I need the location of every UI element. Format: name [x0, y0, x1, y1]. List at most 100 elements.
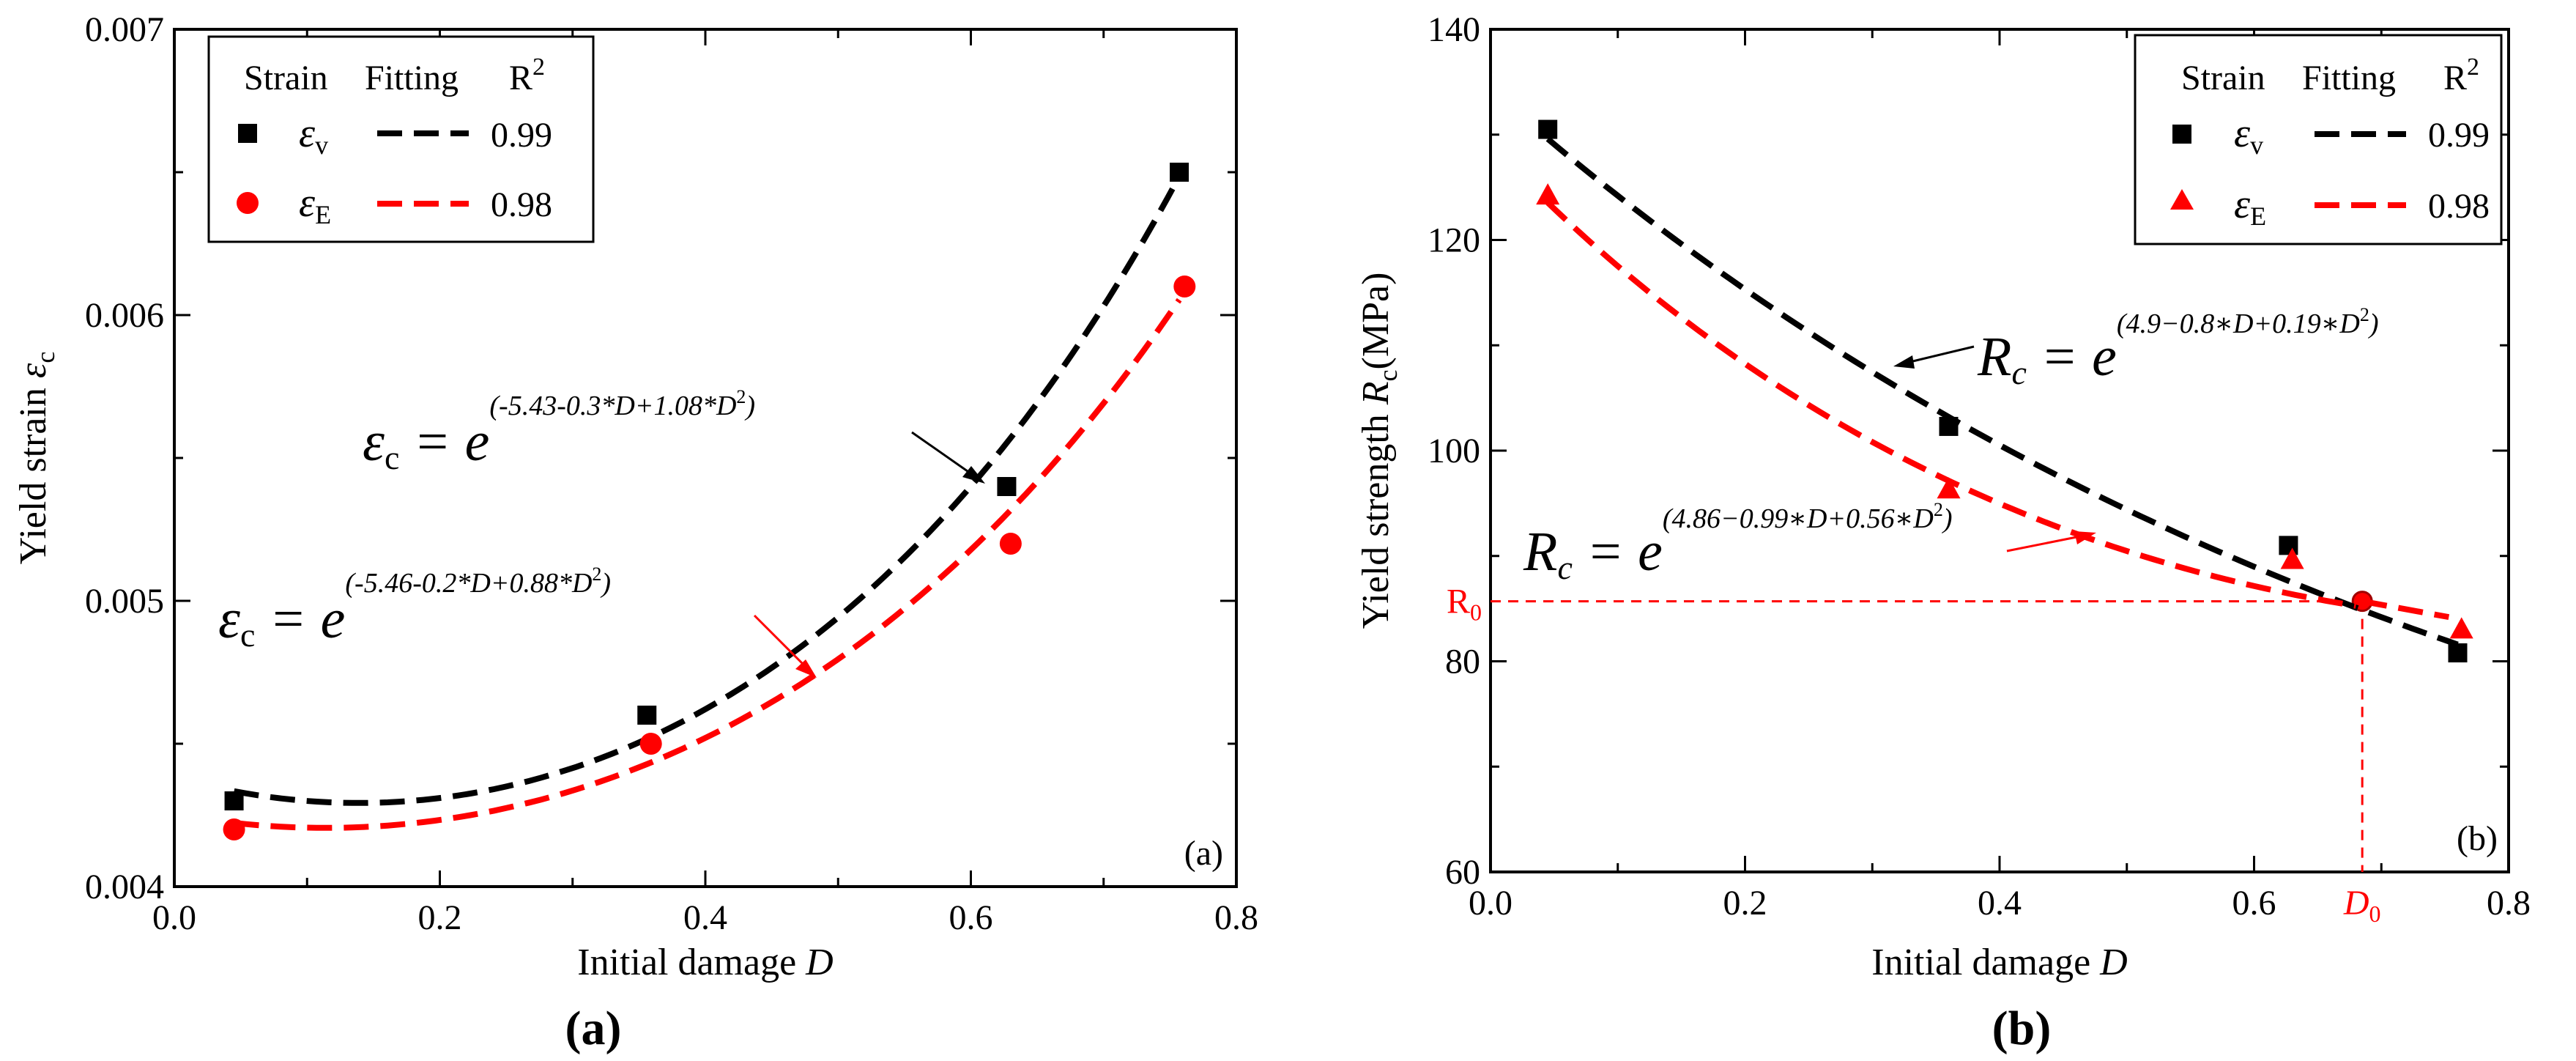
x-tick-label-b: 0.8: [2487, 884, 2531, 923]
eq1-arrowhead-b: [1893, 355, 1915, 369]
y-axis-label-var-a: ε: [12, 363, 54, 378]
eq1-exp-b: (4.9−0.8∗D+0.19∗D: [2117, 308, 2360, 339]
x-tick-label-b: 0.6: [2232, 884, 2276, 923]
legend-header-r-b: R: [2443, 59, 2467, 97]
eq2-arrow-b: [2006, 533, 2088, 552]
eq2-exp-sq-a: 2: [592, 563, 601, 585]
x-axis-label-text-a: Initial damage: [577, 942, 806, 983]
equation-ee-b: Rc = e(4.86−0.99∗D+0.56∗D2): [1523, 499, 1953, 586]
data-point-ee-a: [639, 733, 662, 755]
eq1-arrowhead-a: [962, 466, 985, 484]
r0-label-main: R: [1447, 583, 1470, 621]
fit-curves-a: [233, 174, 1182, 831]
x-tick-label-a: 0.0: [152, 898, 196, 937]
data-point-ee-b: [2280, 547, 2304, 569]
equation-ev-a: εc = e(-5.43-0.3*D+1.08*D2): [363, 386, 755, 476]
eq2-exp-sq-b: 2: [1934, 499, 1943, 520]
eq2-lhs-a: ε: [218, 588, 240, 650]
eq2-arrowhead-b: [2074, 531, 2096, 544]
legend-sym-ee-a: ε: [299, 180, 316, 226]
data-point-ee-b: [2449, 617, 2473, 639]
eq1-exp-close-b: ): [2368, 308, 2379, 339]
legend-r2-ev-b: 0.99: [2428, 116, 2490, 155]
x-tick-label-a: 0.8: [1214, 898, 1258, 937]
fit-curve-ee-tail-b: [2361, 598, 2450, 621]
y-tick-label-a: 0.004: [85, 868, 164, 906]
x-tick-label-a: 0.2: [418, 898, 462, 937]
eq2-exp-close-b: ): [1942, 503, 1953, 534]
panel-a: 0.0 0.2 0.4 0.6 0.8 0.004 0.005 0.006 0.007 Yiel…: [12, 10, 1258, 1055]
ticks-b: 0.0 0.2 0.4 0.6 0.8 60 80 100 120 140: [1428, 10, 2531, 923]
eq2-exp-b: (4.86−0.99∗D+0.56∗D: [1663, 503, 1934, 534]
legend-sym-ev-b: ε: [2234, 111, 2251, 156]
y-tick-label-b: 60: [1445, 853, 1480, 892]
legend-marker-ee-a: [237, 192, 259, 214]
eq2-arrowhead-a: [795, 659, 817, 678]
x-axis-label-var-b: D: [2099, 942, 2128, 983]
legend-sym-ee-b: ε: [2234, 182, 2251, 227]
data-point-ee-b: [1536, 183, 1560, 205]
eq1-exp-close-a: ): [744, 391, 755, 421]
eq1-exp-a: (-5.43-0.3*D+1.08*D: [489, 391, 736, 421]
legend-r2-ev-a: 0.99: [491, 116, 552, 155]
x-axis-label-b: Initial damage D: [1871, 942, 2127, 983]
y-axis-label-b: Yield strength Rc(MPa): [1355, 273, 1403, 629]
eq1-lhs-sub-b: c: [2011, 354, 2026, 391]
legend-sub-ev-a: v: [315, 130, 328, 160]
legend-header-a: Strain Fitting R2: [244, 53, 545, 97]
x-tick-label-b: 0.0: [1469, 884, 1512, 923]
legend-header-strain-b: Strain: [2181, 59, 2265, 97]
fit-curve-ee-b: [1545, 200, 2357, 609]
data-point-ev-a: [637, 706, 657, 725]
y-tick-label-a: 0.006: [85, 296, 164, 335]
y-tick-label-a: 0.005: [85, 582, 164, 621]
legend-header-fitting-a: Fitting: [365, 59, 459, 97]
legend-label-ee-a: εE: [299, 180, 331, 229]
y-axis-label-unit-b: (MPa): [1355, 273, 1397, 370]
y-axis-label-var-b: R: [1355, 381, 1397, 405]
legend-box-b: [2134, 34, 2503, 245]
data-point-ev-b: [2279, 536, 2298, 555]
legend-sub-ee-a: E: [315, 200, 331, 229]
legend-header-strain-a: Strain: [244, 59, 328, 97]
x-axis-label-var-a: D: [805, 942, 834, 983]
panel-label-b: (b): [2457, 819, 2498, 858]
fit-curve-ev-a: [233, 174, 1182, 806]
r0-label-sub: 0: [1470, 599, 1482, 626]
data-point-ev-b: [1939, 416, 1959, 436]
data-point-ee-a: [1173, 276, 1196, 297]
eq1-mid-b: = e: [2027, 326, 2117, 388]
eq1-lhs-a: ε: [363, 411, 385, 473]
y-tick-label-b: 100: [1428, 432, 1480, 470]
eq2-exp-close-a: ): [600, 568, 611, 599]
caption-b: (b): [1992, 1002, 2052, 1055]
x-tick-label-a: 0.4: [683, 898, 727, 937]
eq2-mid-b: = e: [1573, 521, 1663, 583]
y-axis-label-text-b: Yield strength: [1355, 404, 1397, 629]
caption-a: (a): [565, 1002, 622, 1055]
legend-marker-ev-a: [238, 124, 257, 143]
legend-sub-ev-b: v: [2250, 130, 2263, 160]
data-point-ev-a: [1170, 163, 1189, 182]
data-point-ev-a: [224, 791, 244, 810]
fit-curves-b: [1545, 136, 2459, 648]
equation-ev-b: Rc = e(4.9−0.8∗D+0.19∗D2): [1977, 304, 2379, 391]
eq1-exp-sq-b: 2: [2360, 304, 2369, 325]
data-point-ee-a: [223, 818, 245, 840]
legend-sym-ev-a: ε: [299, 111, 316, 156]
d0-label-sub: 0: [2369, 901, 2381, 927]
legend-header-sq-a: 2: [532, 53, 545, 81]
legend-r2-ee-b: 0.98: [2428, 187, 2490, 226]
x-axis-label-a: Initial damage D: [577, 942, 833, 983]
points-a: [223, 163, 1196, 840]
x-tick-label-b: 0.2: [1723, 884, 1767, 923]
eq1-mid-a: = e: [399, 411, 489, 473]
y-tick-label-b: 80: [1445, 643, 1480, 681]
y-axis-label-sub-a: c: [31, 352, 60, 363]
legend-marker-ev-b: [2172, 125, 2191, 144]
data-point-ev-a: [997, 477, 1017, 496]
points-b: [1536, 119, 2473, 662]
r0-label: R0: [1447, 583, 1482, 626]
